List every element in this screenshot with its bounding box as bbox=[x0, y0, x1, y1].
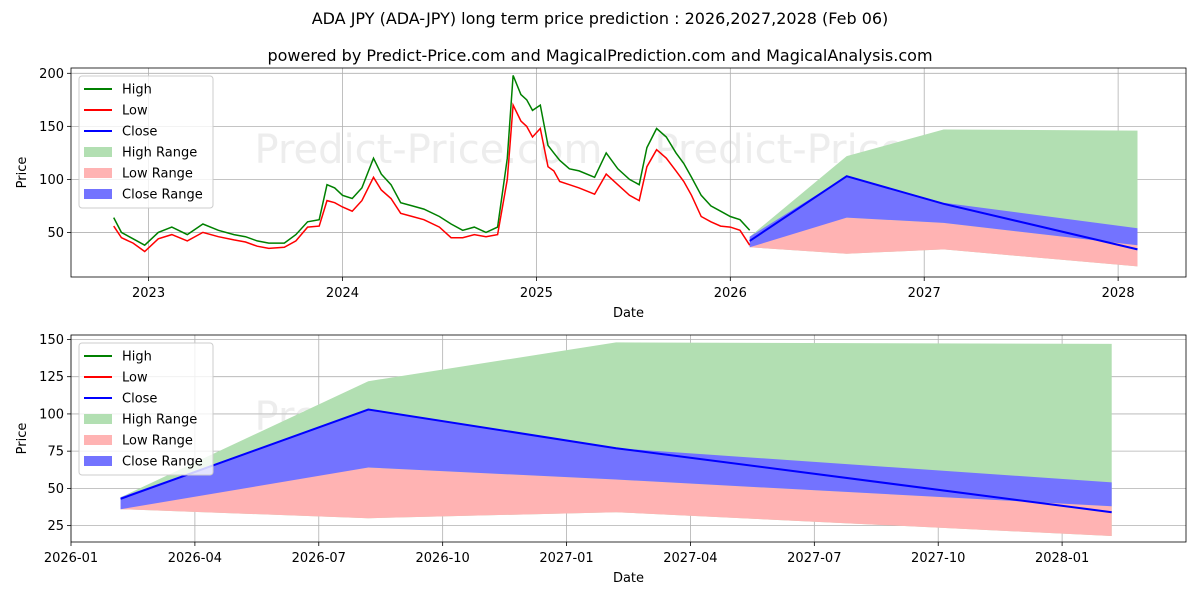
y-tick-label: 150 bbox=[39, 333, 64, 348]
chart-panel-forecast-zoom: 2026-01 2026-04 2026-07 2026-10 2027-01 2027-… bbox=[15, 333, 1187, 586]
x-tick-label: 2026 bbox=[714, 286, 747, 301]
legend-swatch-high_range bbox=[84, 147, 112, 157]
y-axis-label: Price bbox=[15, 423, 30, 455]
close-range-band bbox=[749, 176, 1138, 248]
legend-label: Close Range bbox=[122, 188, 203, 203]
legend-label: Close Range bbox=[122, 455, 203, 470]
y-tick-label: 100 bbox=[39, 407, 64, 422]
legend-swatch-low_range bbox=[84, 168, 112, 178]
legend-swatch-high_range bbox=[84, 414, 112, 424]
legend-label: Low bbox=[122, 371, 148, 386]
x-tick-label: 2027-10 bbox=[911, 551, 965, 566]
legend-swatch-close_range bbox=[84, 456, 112, 466]
legend-label: High Range bbox=[122, 146, 197, 161]
low-range-band bbox=[749, 217, 1138, 267]
plot-area bbox=[120, 342, 1112, 536]
legend-label: Low bbox=[122, 104, 148, 119]
y-tick-label: 100 bbox=[39, 173, 64, 188]
page-title: ADA JPY (ADA-JPY) long term price predic… bbox=[311, 9, 889, 28]
legend-label: High bbox=[122, 83, 152, 98]
legend-swatch-low_range bbox=[84, 435, 112, 445]
y-tick-label: 25 bbox=[47, 519, 64, 534]
y-axis-label: Price bbox=[15, 157, 30, 189]
legend-label: High Range bbox=[122, 413, 197, 428]
axes-frame bbox=[70, 334, 1187, 543]
x-tick-label: 2024 bbox=[326, 286, 359, 301]
close-range-band bbox=[120, 409, 1112, 510]
legend: High Low Close High Range Low Range Close Ran… bbox=[78, 75, 214, 209]
legend-label: Close bbox=[122, 125, 157, 140]
y-tick-label: 50 bbox=[47, 226, 64, 241]
chart-panel-full-history: 2023 2024 2025 2026 2027 2028 50 100 150 200 Predi… bbox=[15, 67, 1187, 321]
page-subtitle: powered by Predict-Price.com and Magical… bbox=[267, 46, 933, 65]
x-tick-label: 2026-01 bbox=[44, 551, 98, 566]
high-series-line bbox=[113, 75, 751, 247]
x-tick-label: 2026-04 bbox=[168, 551, 222, 566]
plot-area bbox=[113, 75, 1138, 267]
x-tick-label: 2026-07 bbox=[292, 551, 346, 566]
y-tick-label: 200 bbox=[39, 67, 64, 82]
legend: High Low Close High Range Low Range Close Ran… bbox=[78, 342, 214, 476]
watermark: Predict-Price.com bbox=[255, 127, 603, 173]
legend-box bbox=[78, 342, 214, 476]
legend-label: High bbox=[122, 350, 152, 365]
x-axis-label: Date bbox=[613, 306, 644, 321]
legend-box bbox=[78, 75, 214, 209]
close-forecast-line bbox=[749, 175, 1138, 251]
x-axis-label: Date bbox=[613, 571, 644, 586]
x-tick-label: 2026-10 bbox=[416, 551, 470, 566]
axes-frame bbox=[70, 67, 1187, 278]
low-range-band bbox=[120, 467, 1112, 536]
legend-swatch-close_range bbox=[84, 189, 112, 199]
x-tick-label: 2027-01 bbox=[539, 551, 593, 566]
x-tick-label: 2023 bbox=[132, 286, 165, 301]
y-tick-label: 125 bbox=[39, 370, 64, 385]
x-tick-label: 2028 bbox=[1102, 286, 1135, 301]
legend-label: Low Range bbox=[122, 167, 193, 182]
y-tick-label: 50 bbox=[47, 482, 64, 497]
y-tick-label: 150 bbox=[39, 120, 64, 135]
legend-label: Low Range bbox=[122, 434, 193, 449]
low-series-line bbox=[113, 102, 751, 253]
x-tick-label: 2027-07 bbox=[787, 551, 841, 566]
y-tick-label: 75 bbox=[47, 445, 64, 460]
x-tick-label: 2028-01 bbox=[1035, 551, 1089, 566]
x-tick-label: 2027-04 bbox=[663, 551, 717, 566]
close-forecast-line bbox=[120, 408, 1112, 514]
x-tick-label: 2025 bbox=[520, 286, 553, 301]
legend-label: Close bbox=[122, 392, 157, 407]
x-tick-label: 2027 bbox=[908, 286, 941, 301]
